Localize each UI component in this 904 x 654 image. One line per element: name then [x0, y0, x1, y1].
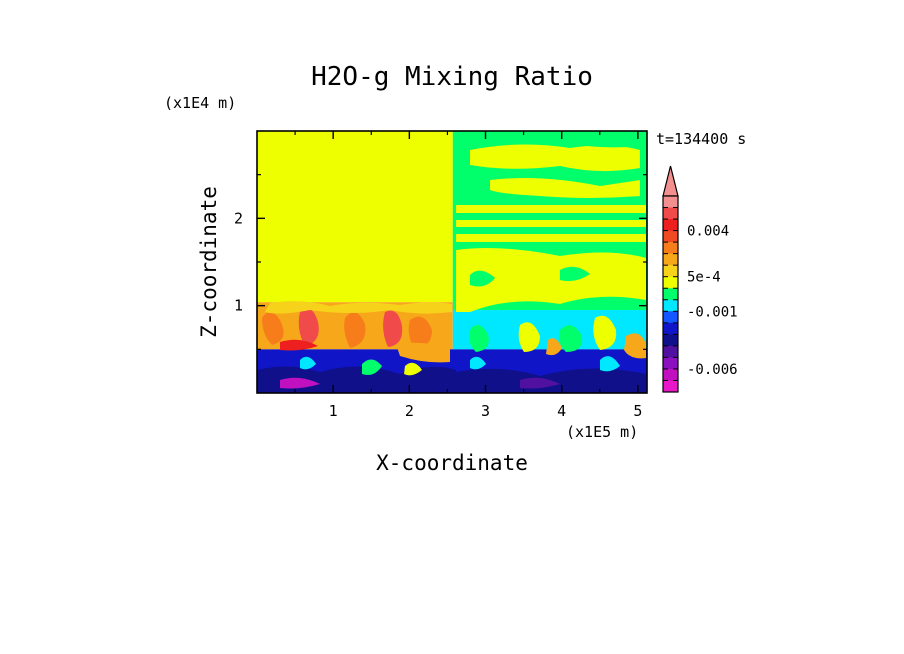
colorbar-band — [663, 265, 678, 278]
colorbar-label: -0.006 — [687, 362, 738, 378]
time-label: t=134400 s — [656, 130, 746, 148]
y-axis-label: Z-coordinate — [197, 186, 221, 338]
colorbar-band — [663, 334, 678, 347]
colorbar-band — [663, 368, 678, 381]
colorbar-band — [663, 322, 678, 335]
x-scale-label: (x1E5 m) — [566, 423, 638, 441]
field-region-upper-left — [257, 131, 453, 303]
colorbar-band — [663, 207, 678, 220]
colorbar-band — [663, 242, 678, 254]
mixing-ratio-field — [257, 131, 647, 393]
chart-title: H2O-g Mixing Ratio — [311, 62, 593, 92]
x-axis: 1 2 3 4 5 — [294, 131, 642, 420]
colorbar-band — [663, 357, 678, 370]
colorbar-frame — [662, 195, 679, 393]
x-axis-label: X-coordinate — [376, 451, 528, 475]
x-tick-label: 1 — [329, 402, 338, 420]
colorbar-label: -0.001 — [687, 304, 738, 320]
x-tick-label: 5 — [633, 402, 642, 420]
x-tick-label: 4 — [557, 402, 566, 420]
y-scale-label: (x1E4 m) — [164, 94, 236, 112]
colorbar-band — [663, 345, 678, 358]
colorbar-label: 5e-4 — [687, 270, 721, 286]
y-tick-label: 1 — [234, 297, 243, 315]
colorbar-band — [663, 288, 678, 301]
colorbar-band — [663, 299, 678, 312]
y-tick-label: 2 — [234, 209, 243, 227]
colorbar: 0.004 5e-4 -0.001 -0.006 — [662, 165, 738, 393]
y-axis: 12 — [234, 174, 647, 350]
x-tick-label: 2 — [405, 402, 414, 420]
colorbar-label: 0.004 — [687, 224, 729, 240]
colorbar-band — [663, 276, 678, 289]
colorbar-band — [663, 196, 678, 208]
colorbar-extension-triangle — [662, 165, 679, 197]
colorbar-band — [663, 219, 678, 231]
colorbar-band — [663, 230, 678, 243]
colorbar-band — [663, 311, 678, 324]
colorbar-band — [663, 380, 678, 393]
x-tick-label: 3 — [481, 402, 490, 420]
colorbar-band — [663, 253, 678, 266]
